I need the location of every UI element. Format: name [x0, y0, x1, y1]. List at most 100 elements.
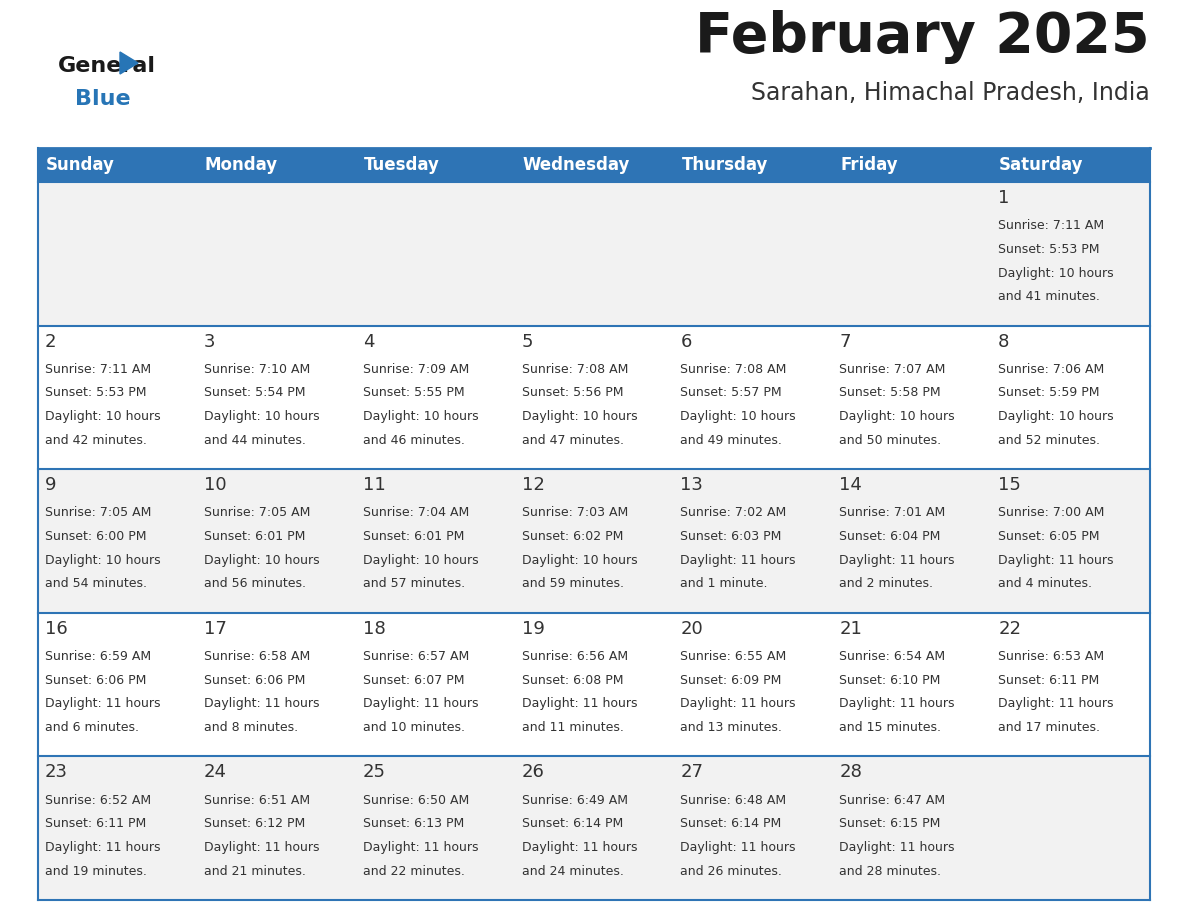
- Text: and 41 minutes.: and 41 minutes.: [998, 290, 1100, 303]
- Text: and 44 minutes.: and 44 minutes.: [204, 434, 305, 447]
- Text: 8: 8: [998, 332, 1010, 351]
- Bar: [355, 148, 514, 182]
- Text: Saturday: Saturday: [999, 156, 1083, 174]
- Text: 14: 14: [839, 476, 862, 494]
- Text: Sunset: 5:59 PM: Sunset: 5:59 PM: [998, 386, 1100, 399]
- Text: Sunset: 6:11 PM: Sunset: 6:11 PM: [45, 817, 146, 830]
- Text: Sunset: 6:07 PM: Sunset: 6:07 PM: [362, 674, 465, 687]
- Text: Sunrise: 6:52 AM: Sunrise: 6:52 AM: [45, 793, 151, 807]
- Bar: [514, 148, 674, 182]
- Text: Sunrise: 7:05 AM: Sunrise: 7:05 AM: [45, 507, 151, 520]
- Text: Daylight: 10 hours: Daylight: 10 hours: [204, 554, 320, 566]
- Text: Sunset: 6:04 PM: Sunset: 6:04 PM: [839, 530, 941, 543]
- Text: Sunrise: 7:05 AM: Sunrise: 7:05 AM: [204, 507, 310, 520]
- Text: 15: 15: [998, 476, 1020, 494]
- Text: and 56 minutes.: and 56 minutes.: [204, 577, 305, 590]
- Bar: [38, 326, 1150, 469]
- Text: Sunrise: 6:58 AM: Sunrise: 6:58 AM: [204, 650, 310, 663]
- Text: and 24 minutes.: and 24 minutes.: [522, 865, 624, 878]
- Text: Daylight: 10 hours: Daylight: 10 hours: [45, 554, 160, 566]
- Text: Daylight: 11 hours: Daylight: 11 hours: [681, 554, 796, 566]
- Text: 23: 23: [45, 764, 68, 781]
- Bar: [38, 613, 1150, 756]
- Text: 25: 25: [362, 764, 386, 781]
- Text: Sunset: 6:06 PM: Sunset: 6:06 PM: [45, 674, 146, 687]
- Text: Daylight: 11 hours: Daylight: 11 hours: [522, 841, 637, 854]
- Text: 9: 9: [45, 476, 57, 494]
- Text: and 22 minutes.: and 22 minutes.: [362, 865, 465, 878]
- Text: and 47 minutes.: and 47 minutes.: [522, 434, 624, 447]
- Text: Daylight: 11 hours: Daylight: 11 hours: [998, 554, 1113, 566]
- Bar: [38, 756, 1150, 900]
- Text: Sunrise: 7:07 AM: Sunrise: 7:07 AM: [839, 363, 946, 375]
- Text: Sunset: 5:53 PM: Sunset: 5:53 PM: [998, 243, 1100, 256]
- Text: Sunset: 5:54 PM: Sunset: 5:54 PM: [204, 386, 305, 399]
- Text: 16: 16: [45, 620, 68, 638]
- Text: 21: 21: [839, 620, 862, 638]
- Text: Daylight: 11 hours: Daylight: 11 hours: [45, 841, 160, 854]
- Text: and 11 minutes.: and 11 minutes.: [522, 721, 624, 734]
- Text: 12: 12: [522, 476, 544, 494]
- Text: 20: 20: [681, 620, 703, 638]
- Text: Sunrise: 7:10 AM: Sunrise: 7:10 AM: [204, 363, 310, 375]
- Text: Sunset: 6:14 PM: Sunset: 6:14 PM: [522, 817, 623, 830]
- Text: Sunrise: 6:50 AM: Sunrise: 6:50 AM: [362, 793, 469, 807]
- Text: 13: 13: [681, 476, 703, 494]
- Text: Sunrise: 6:53 AM: Sunrise: 6:53 AM: [998, 650, 1105, 663]
- Text: 22: 22: [998, 620, 1022, 638]
- Text: Daylight: 11 hours: Daylight: 11 hours: [998, 698, 1113, 711]
- Text: Sunrise: 6:57 AM: Sunrise: 6:57 AM: [362, 650, 469, 663]
- Text: 3: 3: [204, 332, 215, 351]
- Text: Sunset: 6:06 PM: Sunset: 6:06 PM: [204, 674, 305, 687]
- Text: Daylight: 10 hours: Daylight: 10 hours: [839, 410, 955, 423]
- Text: General: General: [58, 56, 156, 76]
- Text: Sunset: 6:03 PM: Sunset: 6:03 PM: [681, 530, 782, 543]
- Text: Sunset: 5:56 PM: Sunset: 5:56 PM: [522, 386, 623, 399]
- Text: Sunset: 5:57 PM: Sunset: 5:57 PM: [681, 386, 782, 399]
- Text: Sunrise: 6:48 AM: Sunrise: 6:48 AM: [681, 793, 786, 807]
- Text: Sunrise: 7:03 AM: Sunrise: 7:03 AM: [522, 507, 627, 520]
- Text: 19: 19: [522, 620, 544, 638]
- Text: Daylight: 11 hours: Daylight: 11 hours: [681, 841, 796, 854]
- Text: and 57 minutes.: and 57 minutes.: [362, 577, 465, 590]
- Text: Sunset: 6:01 PM: Sunset: 6:01 PM: [204, 530, 305, 543]
- Text: and 52 minutes.: and 52 minutes.: [998, 434, 1100, 447]
- Text: and 15 minutes.: and 15 minutes.: [839, 721, 941, 734]
- Text: Sunset: 6:13 PM: Sunset: 6:13 PM: [362, 817, 465, 830]
- Text: 6: 6: [681, 332, 691, 351]
- Text: and 49 minutes.: and 49 minutes.: [681, 434, 783, 447]
- Text: Sunrise: 6:56 AM: Sunrise: 6:56 AM: [522, 650, 627, 663]
- Text: Daylight: 11 hours: Daylight: 11 hours: [362, 698, 479, 711]
- Text: 24: 24: [204, 764, 227, 781]
- Text: Sunrise: 6:54 AM: Sunrise: 6:54 AM: [839, 650, 946, 663]
- Text: Sunrise: 6:59 AM: Sunrise: 6:59 AM: [45, 650, 151, 663]
- Text: 5: 5: [522, 332, 533, 351]
- Text: and 17 minutes.: and 17 minutes.: [998, 721, 1100, 734]
- Text: Sunset: 6:05 PM: Sunset: 6:05 PM: [998, 530, 1100, 543]
- Text: and 26 minutes.: and 26 minutes.: [681, 865, 783, 878]
- Text: and 54 minutes.: and 54 minutes.: [45, 577, 147, 590]
- Text: Daylight: 11 hours: Daylight: 11 hours: [839, 554, 955, 566]
- Text: Daylight: 10 hours: Daylight: 10 hours: [522, 410, 637, 423]
- Text: Daylight: 11 hours: Daylight: 11 hours: [522, 698, 637, 711]
- Text: Sunset: 5:53 PM: Sunset: 5:53 PM: [45, 386, 146, 399]
- Text: and 13 minutes.: and 13 minutes.: [681, 721, 783, 734]
- Text: Sunset: 6:00 PM: Sunset: 6:00 PM: [45, 530, 146, 543]
- Text: Daylight: 10 hours: Daylight: 10 hours: [998, 266, 1114, 280]
- Text: Monday: Monday: [204, 156, 278, 174]
- Text: Daylight: 10 hours: Daylight: 10 hours: [45, 410, 160, 423]
- Text: and 1 minute.: and 1 minute.: [681, 577, 767, 590]
- Text: 27: 27: [681, 764, 703, 781]
- Text: Sunset: 6:10 PM: Sunset: 6:10 PM: [839, 674, 941, 687]
- Bar: [197, 148, 355, 182]
- Text: Daylight: 11 hours: Daylight: 11 hours: [204, 698, 320, 711]
- Text: Wednesday: Wednesday: [523, 156, 630, 174]
- Text: Daylight: 10 hours: Daylight: 10 hours: [681, 410, 796, 423]
- Text: Sunrise: 7:08 AM: Sunrise: 7:08 AM: [681, 363, 786, 375]
- Text: and 4 minutes.: and 4 minutes.: [998, 577, 1092, 590]
- Bar: [674, 148, 833, 182]
- Text: Sunrise: 7:11 AM: Sunrise: 7:11 AM: [45, 363, 151, 375]
- Text: Thursday: Thursday: [682, 156, 767, 174]
- Text: Sunrise: 6:49 AM: Sunrise: 6:49 AM: [522, 793, 627, 807]
- Text: Sunrise: 7:08 AM: Sunrise: 7:08 AM: [522, 363, 628, 375]
